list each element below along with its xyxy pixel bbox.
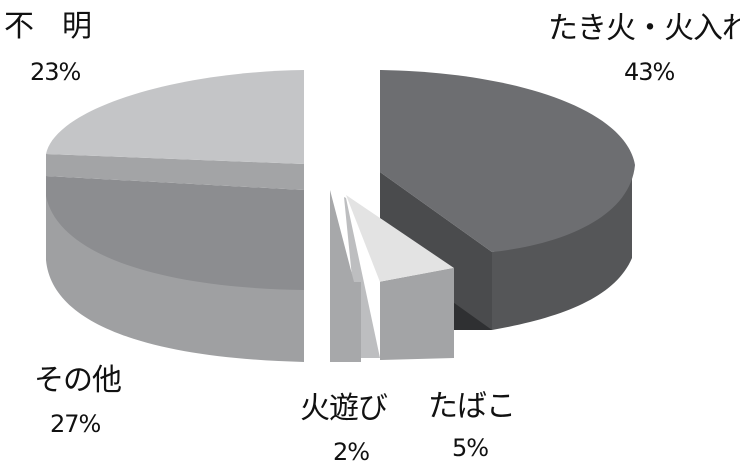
- slice-label: その他: [34, 363, 122, 398]
- slice-label: たき火・火入れ: [548, 11, 740, 46]
- slice-percent: 27%: [50, 410, 101, 438]
- slice-percent: 5%: [452, 434, 489, 462]
- slice-sonota-side: [46, 178, 304, 362]
- slice-fumei-side: [46, 154, 304, 190]
- slice-tabako: [344, 195, 454, 360]
- slice-label: 不 明: [4, 9, 92, 44]
- slice-percent: 2%: [333, 438, 370, 466]
- slice-label: 火遊び: [300, 391, 388, 426]
- slice-fumei-top: [46, 70, 304, 164]
- slice-label: たばこ: [428, 389, 516, 424]
- slice-hiasobi-top: [330, 190, 354, 282]
- slice-takibi-side: [492, 178, 632, 330]
- slice-percent: 43%: [624, 58, 675, 86]
- slice-takibi-top: [380, 70, 635, 252]
- slice-hiasobi: [330, 190, 361, 362]
- slice-tabako-top: [346, 195, 454, 282]
- slice-fumei: [46, 70, 304, 190]
- slice-sonota: [46, 176, 304, 362]
- slice-sonota-top: [46, 176, 304, 290]
- slice-takibi-side: [380, 172, 492, 330]
- slice-hiasobi-side: [330, 282, 361, 362]
- slice-percent: 23%: [30, 58, 81, 86]
- slice-tabako-side: [380, 268, 454, 360]
- slice-tabako-side: [344, 197, 380, 358]
